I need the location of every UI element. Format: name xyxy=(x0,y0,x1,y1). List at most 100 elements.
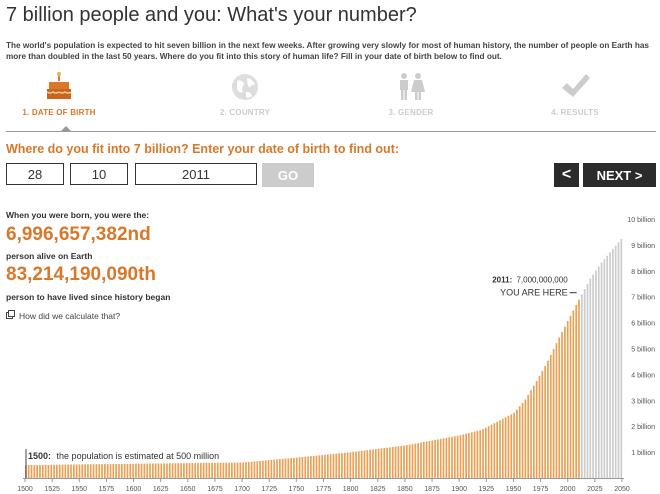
month-input[interactable] xyxy=(70,163,128,185)
next-button[interactable]: NEXT > xyxy=(583,163,656,187)
chart-bar xyxy=(343,452,346,478)
annotation-text: 7,000,000,000 xyxy=(516,276,568,285)
chart-bar xyxy=(583,289,586,478)
chart-bar xyxy=(620,238,623,478)
chart-bar xyxy=(468,433,470,478)
x-tick-label: 2025 xyxy=(587,486,603,493)
chart-bar xyxy=(214,462,216,478)
year-input[interactable] xyxy=(135,163,257,185)
population-chart: 1 billion 2 billion 3 billion 4 billion 5 bi… xyxy=(17,217,655,493)
steps-divider xyxy=(6,131,656,132)
chart-bar xyxy=(152,463,154,478)
chart-bar xyxy=(70,464,72,478)
chart-bar xyxy=(569,315,572,478)
chart-bar xyxy=(242,462,245,478)
chart-bar xyxy=(264,460,267,478)
chart-bar xyxy=(180,463,182,478)
chart-bar xyxy=(245,462,247,478)
chart-bar xyxy=(259,460,261,478)
previous-button[interactable]: < xyxy=(554,163,579,187)
chart-bar xyxy=(524,399,527,478)
chart-bar xyxy=(225,462,228,478)
chart-bar xyxy=(431,440,434,478)
chart-bar xyxy=(521,402,524,478)
step-gender[interactable]: 3. GENDER xyxy=(356,72,466,117)
x-tick-label: 1600 xyxy=(126,486,142,493)
chart-bar xyxy=(566,321,569,478)
chart-bar xyxy=(233,462,236,478)
chart-bar xyxy=(304,456,307,478)
chart-bar xyxy=(318,455,321,478)
chart-bar xyxy=(504,417,507,478)
chart-bar xyxy=(465,433,467,478)
chart-bar xyxy=(67,464,70,478)
chart-bar xyxy=(267,460,270,478)
x-tick-label: 1775 xyxy=(316,486,332,493)
chart-bar xyxy=(363,450,366,478)
chart-bar xyxy=(493,423,496,478)
chart-bar xyxy=(177,463,180,478)
chart-bar xyxy=(262,460,264,478)
x-tick-label: 1675 xyxy=(207,486,223,493)
chart-bar xyxy=(462,434,465,478)
x-tick-label: 1750 xyxy=(289,486,305,493)
annotation-text: the population is estimated at 500 milli… xyxy=(57,451,220,461)
chart-bar xyxy=(372,449,374,478)
chart-bar xyxy=(346,452,349,478)
chart-bar xyxy=(219,462,222,478)
chart-bar xyxy=(352,451,355,478)
x-tick-label: 1500 xyxy=(17,486,33,493)
chart-bar xyxy=(36,464,38,478)
step-results[interactable]: 4. RESULTS xyxy=(520,72,630,117)
chart-bar xyxy=(222,462,225,478)
x-tick-label: 1900 xyxy=(451,486,467,493)
chart-bar xyxy=(558,337,561,478)
chart-bar xyxy=(437,439,439,478)
chart-bar xyxy=(56,464,58,478)
chart-bar xyxy=(191,463,194,478)
chart-bar xyxy=(476,430,479,478)
go-button[interactable]: GO xyxy=(262,163,314,187)
chart-bar xyxy=(171,463,174,478)
chart-bar xyxy=(281,458,284,478)
x-tick-label: 1850 xyxy=(397,486,413,493)
chart-bar xyxy=(439,438,442,478)
dob-prompt: Where do you fit into 7 billion? Enter y… xyxy=(6,142,400,156)
day-input[interactable] xyxy=(6,163,64,185)
chart-bar xyxy=(120,463,123,478)
step-label: 2. COUNTRY xyxy=(219,108,271,117)
chart-bar xyxy=(78,464,81,478)
chart-bar xyxy=(129,463,132,478)
chart-bar xyxy=(335,453,338,478)
annotation-2011: 2011: 7,000,000,000 xyxy=(492,276,568,285)
step-label: 3. GENDER xyxy=(388,108,434,117)
step-country[interactable]: 2. COUNTRY xyxy=(190,72,300,117)
calculation-link[interactable]: How did we calculate that? xyxy=(6,310,120,321)
chart-bar xyxy=(126,463,129,478)
chart-bar xyxy=(239,462,242,478)
chart-bar xyxy=(456,435,459,478)
chart-bar xyxy=(30,464,33,478)
chart-bar xyxy=(397,446,400,478)
chart-bar xyxy=(41,464,44,478)
chart-bar xyxy=(236,462,239,478)
chart-bar xyxy=(208,462,211,478)
chart-bar xyxy=(287,458,290,478)
chart-bar xyxy=(47,464,50,478)
chart-bar xyxy=(453,436,456,478)
x-tick-label: 1550 xyxy=(72,486,88,493)
x-tick-label: 1925 xyxy=(479,486,495,493)
chart-bar xyxy=(530,390,532,478)
chart-bar xyxy=(312,455,315,478)
chart-bar xyxy=(72,464,75,478)
step-date-of-birth[interactable]: 1. DATE OF BIRTH xyxy=(4,72,114,117)
chart-bar xyxy=(44,464,47,478)
chart-bar xyxy=(386,447,388,478)
chart-bar xyxy=(157,463,160,478)
annotation-1500: 1500: the population is estimated at 500… xyxy=(28,451,219,461)
x-tick-label: 1975 xyxy=(533,486,549,493)
chart-bar xyxy=(541,371,544,478)
chart-bar xyxy=(92,464,95,478)
chart-bar xyxy=(445,437,448,478)
page-title: 7 billion people and you: What's your nu… xyxy=(6,4,417,26)
